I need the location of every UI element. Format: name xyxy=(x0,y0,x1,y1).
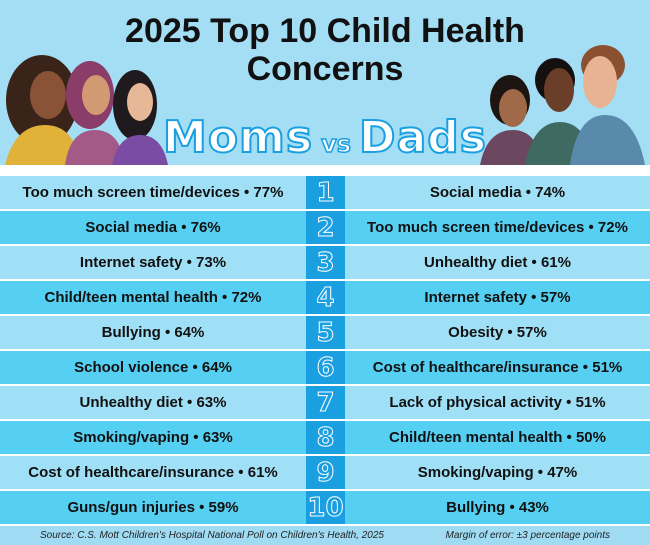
divider xyxy=(0,165,650,176)
dads-concern: Unhealthy diet • 61% xyxy=(424,254,571,271)
table-row: School violence • 64% 6 Cost of healthcare… xyxy=(0,351,650,386)
dads-concern: Cost of healthcare/insurance • 51% xyxy=(372,359,623,376)
rank-number: 10 xyxy=(306,491,345,524)
dads-concern: Internet safety • 57% xyxy=(424,289,571,306)
moms-vs-dads-heading: Moms vs Dads xyxy=(150,111,500,164)
moms-concern: Cost of healthcare/insurance • 61% xyxy=(28,464,278,481)
table-row: Cost of healthcare/insurance • 61% 9 Smoki… xyxy=(0,456,650,491)
moms-concern: Smoking/vaping • 63% xyxy=(73,429,233,446)
moms-concern: Internet safety • 73% xyxy=(79,254,227,271)
table-row: Bullying • 64% 5 Obesity • 57% xyxy=(0,316,650,351)
rank-number: 6 xyxy=(306,351,345,384)
moms-concern: Unhealthy diet • 63% xyxy=(79,394,227,411)
rank-number: 2 xyxy=(306,211,345,244)
dads-concern: Too much screen time/devices • 72% xyxy=(367,219,628,236)
moms-concern: School violence • 64% xyxy=(74,359,232,376)
table-row: Too much screen time/devices • 77% 1 Socia… xyxy=(0,176,650,211)
rank-number: 8 xyxy=(306,421,345,454)
rank-number: 3 xyxy=(306,246,345,279)
rank-number: 9 xyxy=(306,456,345,489)
dads-concern: Social media • 74% xyxy=(429,184,566,201)
page-title: 2025 Top 10 Child Health Concerns xyxy=(125,12,525,88)
table-row: Guns/gun injuries • 59% 10 Bullying • 43% xyxy=(0,491,650,526)
table-row: Smoking/vaping • 63% 8 Child/teen mental h… xyxy=(0,421,650,456)
dads-concern: Obesity • 57% xyxy=(448,324,547,341)
moms-concern: Guns/gun injuries • 59% xyxy=(67,499,239,516)
dads-concern: Bullying • 43% xyxy=(446,499,549,516)
moms-concern: Bullying • 64% xyxy=(101,324,205,341)
footer: Source: C.S. Mott Children's Hospital Na… xyxy=(0,525,650,545)
margin-of-error-note: Margin of error: ±3 percentage points xyxy=(445,529,610,541)
moms-illustration xyxy=(5,55,168,165)
rank-number: 4 xyxy=(306,281,345,314)
table-row: Unhealthy diet • 63% 7 Lack of physical ac… xyxy=(0,386,650,421)
table-row: Child/teen mental health • 72% 4 Internet … xyxy=(0,281,650,316)
moms-label: Moms xyxy=(162,111,314,164)
table-row: Social media • 76% 2 Too much screen time/… xyxy=(0,211,650,246)
header: 2025 Top 10 Child Health Concerns Moms vs… xyxy=(0,0,650,165)
source-note: Source: C.S. Mott Children's Hospital Na… xyxy=(40,529,384,541)
dads-concern: Lack of physical activity • 51% xyxy=(389,394,606,411)
moms-concern: Too much screen time/devices • 77% xyxy=(22,184,284,201)
moms-concern: Social media • 76% xyxy=(85,219,221,236)
dads-concern: Child/teen mental health • 50% xyxy=(389,429,606,446)
rankings-table: Too much screen time/devices • 77% 1 Socia… xyxy=(0,176,650,526)
dads-concern: Smoking/vaping • 47% xyxy=(417,464,578,481)
table-row: Internet safety • 73% 3 Unhealthy diet • 6… xyxy=(0,246,650,281)
vs-label: vs xyxy=(320,129,352,159)
rank-number: 1 xyxy=(306,176,345,209)
rank-number: 7 xyxy=(306,386,345,419)
dads-label: Dads xyxy=(358,111,487,164)
dads-illustration xyxy=(480,45,645,165)
rank-number: 5 xyxy=(306,316,345,349)
moms-concern: Child/teen mental health • 72% xyxy=(44,289,262,306)
